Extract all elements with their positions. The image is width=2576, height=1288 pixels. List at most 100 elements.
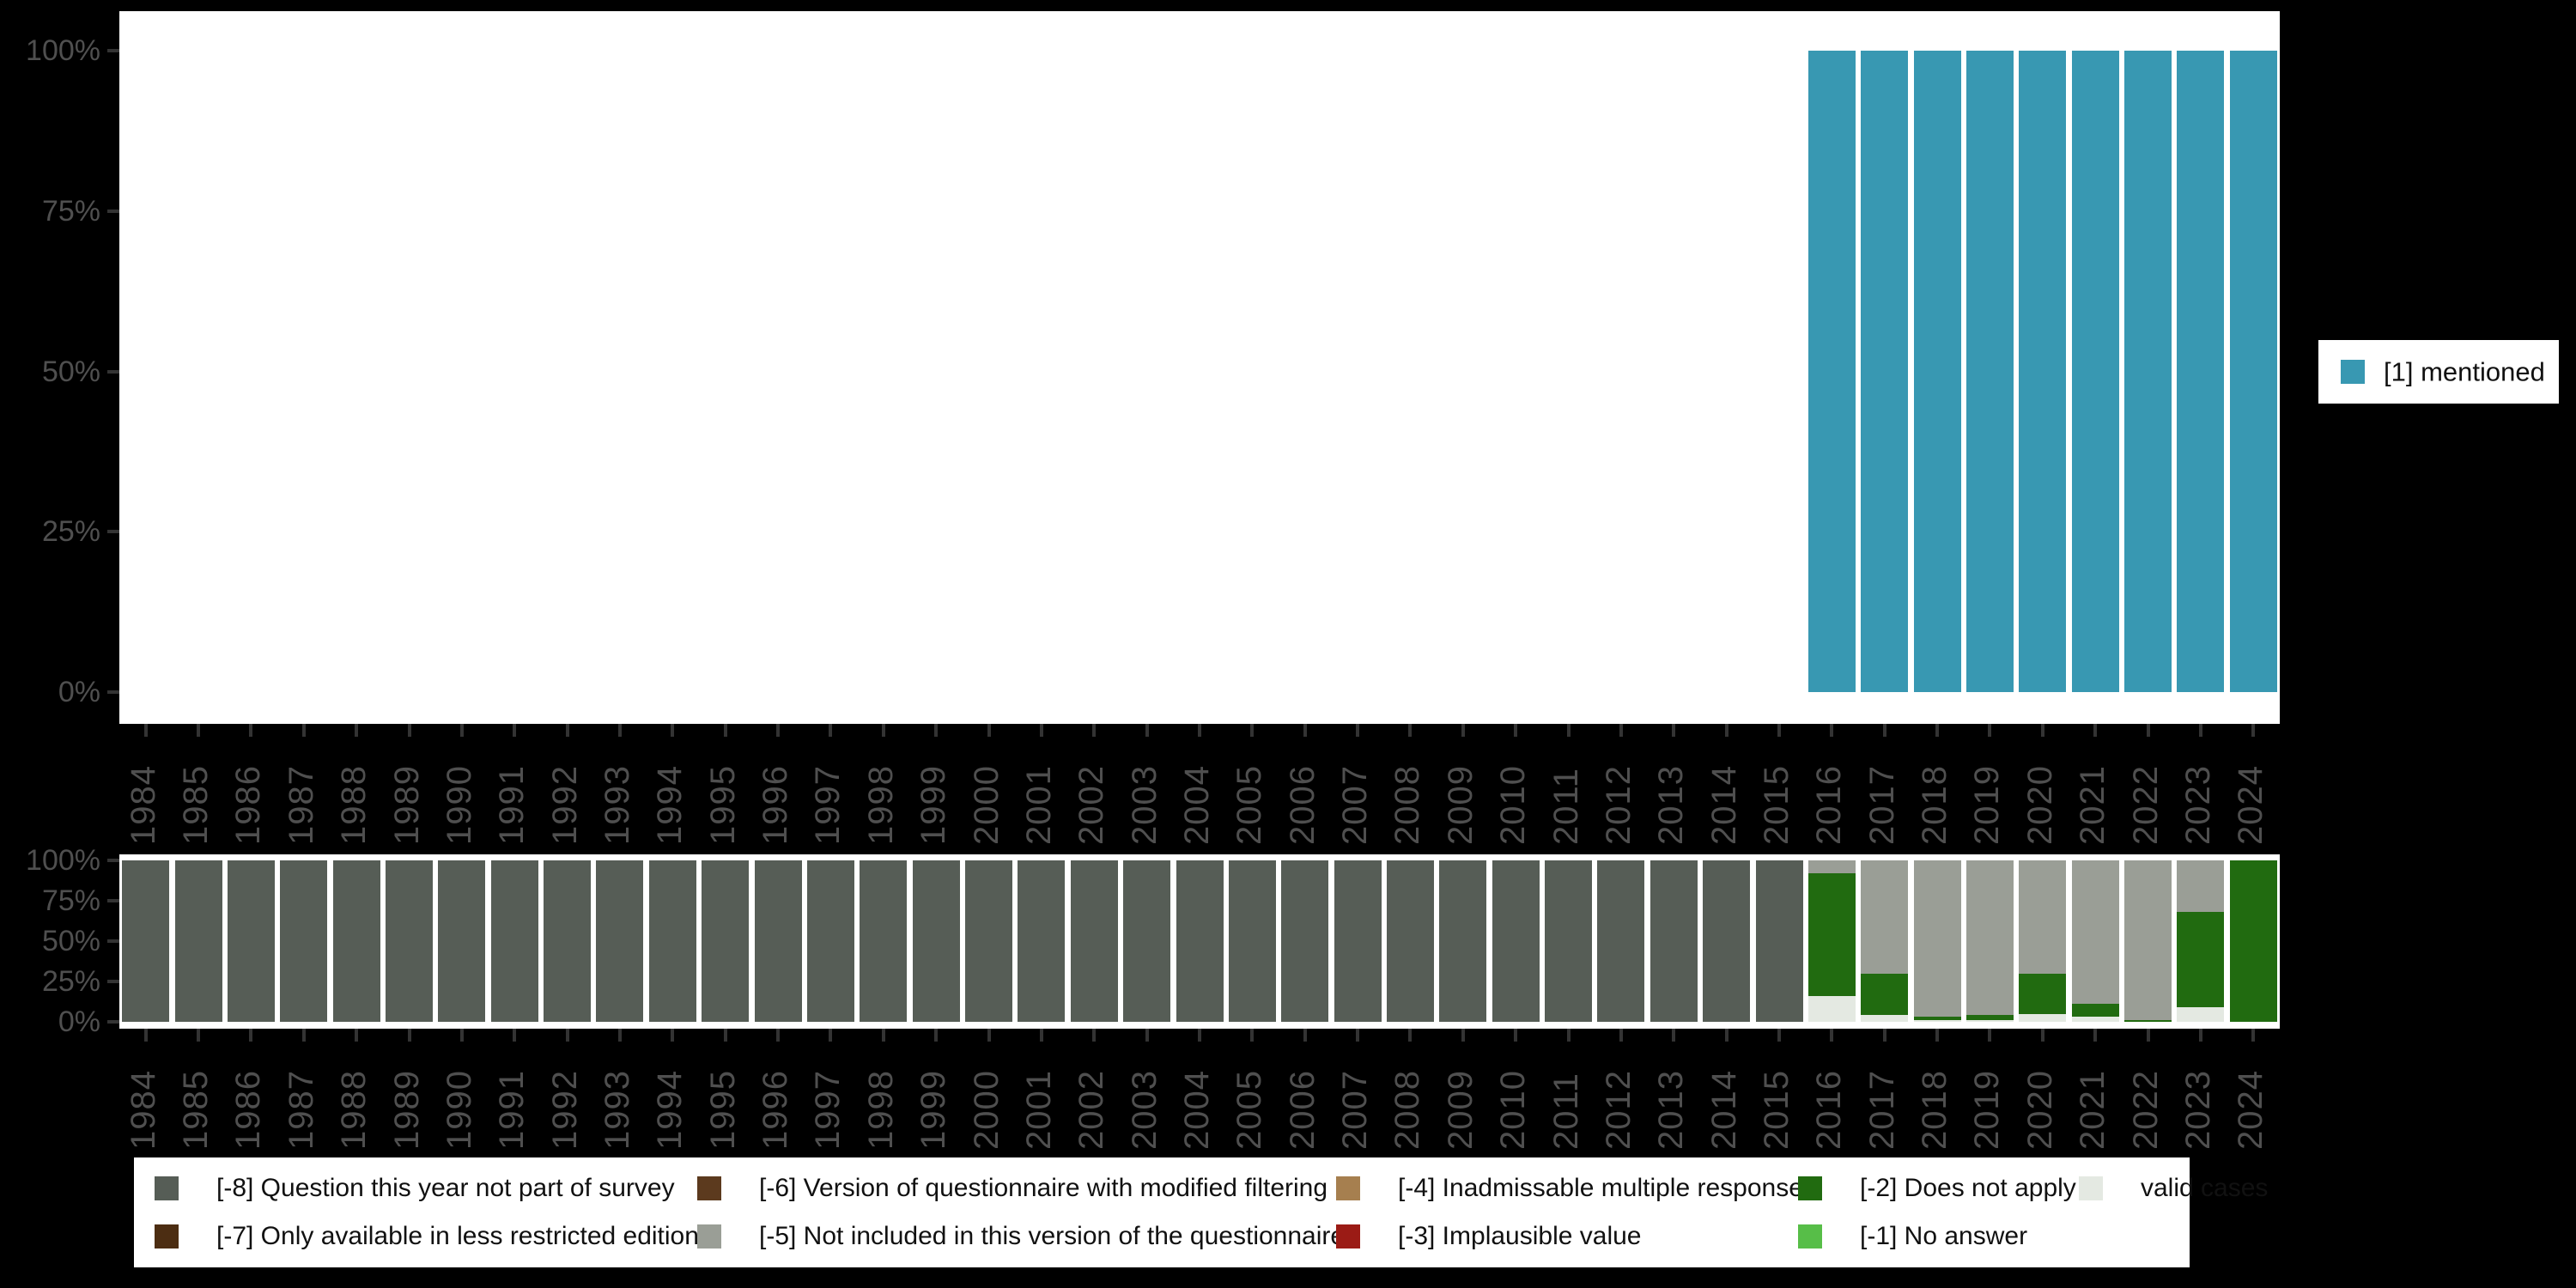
legend-key-label: [-3] Implausible value — [1398, 1222, 1642, 1250]
y-axis-label: 75% — [41, 194, 100, 228]
y-axis-label: 100% — [26, 34, 100, 67]
x-axis-tick — [197, 1029, 201, 1042]
x-axis-tick — [1672, 724, 1676, 737]
x-axis-tick — [934, 1029, 939, 1042]
y-axis-label: 50% — [41, 925, 100, 958]
y-axis-tick — [107, 209, 119, 213]
x-axis-label: 1986 — [229, 765, 268, 845]
x-axis-label: 2021 — [2074, 1070, 2112, 1150]
y-axis-label: 100% — [26, 844, 100, 878]
legend-key-swatch — [1798, 1176, 1822, 1200]
x-axis-tick — [987, 724, 991, 737]
x-axis-tick — [355, 724, 359, 737]
x-axis-tick — [2198, 1029, 2202, 1042]
x-axis-label: 2017 — [1862, 765, 1901, 845]
x-axis-label: 1984 — [124, 1070, 162, 1150]
x-axis-tick — [1777, 1029, 1782, 1042]
x-axis-label: 2003 — [1125, 765, 1163, 845]
bar-segment — [1913, 1017, 1961, 1021]
x-axis-label: 2013 — [1652, 1070, 1691, 1150]
x-axis-tick — [459, 724, 464, 737]
x-axis-label: 2021 — [2074, 765, 2112, 845]
x-axis-tick — [1777, 724, 1782, 737]
legend-key-label: [-5] Not included in this version of the… — [759, 1222, 1346, 1250]
legend-key-label: [-8] Question this year not part of surv… — [216, 1174, 675, 1202]
x-axis-tick — [2093, 1029, 2098, 1042]
x-axis-label: 2023 — [2178, 765, 2217, 845]
x-axis-label: 2001 — [1019, 1070, 1058, 1150]
y-axis-tick — [107, 369, 119, 374]
bar-segment — [1386, 860, 1434, 1022]
x-axis-label: 2019 — [1968, 1070, 2007, 1150]
bar-segment — [1176, 860, 1224, 1022]
bar-segment — [2177, 860, 2225, 913]
legend-key-label: valid cases — [2141, 1174, 2269, 1202]
x-axis-label: 2009 — [1441, 1070, 1479, 1150]
x-axis-label: 1985 — [177, 765, 216, 845]
x-axis-tick — [987, 1029, 991, 1042]
x-axis-tick — [1935, 724, 1940, 737]
x-axis-label: 2022 — [2126, 1070, 2165, 1150]
legend-key-swatch — [155, 1224, 179, 1249]
x-axis-label: 2014 — [1704, 765, 1743, 845]
bar-segment — [912, 860, 960, 1022]
bar-segment — [2124, 860, 2172, 1021]
bar-segment — [1545, 860, 1593, 1022]
bar-segment — [860, 860, 908, 1022]
y-axis-tick — [107, 530, 119, 534]
y-axis-tick — [107, 939, 119, 944]
missing-values-legend: [-8] Question this year not part of surv… — [134, 1157, 2268, 1267]
x-axis-label: 2008 — [1388, 1070, 1427, 1150]
bar-segment — [1492, 860, 1540, 1022]
x-axis-label: 2005 — [1230, 765, 1269, 845]
x-axis-tick — [1250, 1029, 1255, 1042]
bar-segment — [596, 860, 644, 1022]
x-axis-tick — [776, 1029, 781, 1042]
x-axis-tick — [1988, 724, 1992, 737]
x-axis-label: 2009 — [1441, 765, 1479, 845]
bar-segment — [1861, 1015, 1909, 1022]
top-chart-legend: [1] mentioned — [2318, 340, 2559, 404]
x-axis-tick — [1198, 1029, 1201, 1042]
x-axis-tick — [934, 724, 939, 737]
x-axis-tick — [829, 1029, 833, 1042]
bar-segment — [1861, 860, 1909, 974]
bar-segment — [965, 860, 1013, 1022]
bar-segment — [386, 860, 433, 1022]
x-axis-label: 1987 — [282, 765, 320, 845]
x-axis-tick — [881, 724, 885, 737]
y-axis-label: 0% — [58, 676, 100, 708]
x-axis-label: 2018 — [1916, 765, 1954, 845]
bar-segment — [1807, 860, 1856, 874]
x-axis-label: 2008 — [1388, 765, 1427, 845]
x-axis-label: 2004 — [1178, 1070, 1216, 1150]
bar-segment — [2177, 51, 2225, 692]
bar-segment — [2124, 1020, 2172, 1022]
y-axis-label: 0% — [58, 1005, 100, 1038]
bar-segment — [1965, 51, 2014, 692]
x-axis-tick — [513, 724, 517, 737]
bar-segment — [2071, 1017, 2119, 1022]
x-axis-tick — [407, 1029, 411, 1042]
x-axis-tick — [2146, 724, 2150, 737]
legend-key-label: [-4] Inadmissable multiple response — [1398, 1174, 1803, 1202]
x-axis-tick — [197, 724, 201, 737]
x-axis-tick — [1514, 1029, 1518, 1042]
x-axis-label: 2002 — [1072, 1070, 1111, 1150]
x-axis-label: 2010 — [1494, 765, 1533, 845]
x-axis-label: 2014 — [1704, 1070, 1743, 1150]
x-axis-tick — [1092, 1029, 1097, 1042]
bar-segment — [280, 860, 328, 1022]
x-axis-tick — [249, 724, 253, 737]
x-axis-label: 2019 — [1968, 765, 2007, 845]
x-axis-tick — [1461, 1029, 1465, 1042]
x-axis-label: 2005 — [1230, 1070, 1269, 1150]
bar-segment — [702, 860, 750, 1022]
x-axis-label: 2016 — [1810, 765, 1849, 845]
x-axis-label: 1994 — [651, 765, 690, 845]
x-axis-label: 2024 — [2232, 1070, 2270, 1150]
y-axis-tick — [107, 1020, 119, 1024]
mentioned-legend-label: [1] mentioned — [2384, 356, 2545, 387]
x-axis-label: 2015 — [1758, 1070, 1796, 1150]
